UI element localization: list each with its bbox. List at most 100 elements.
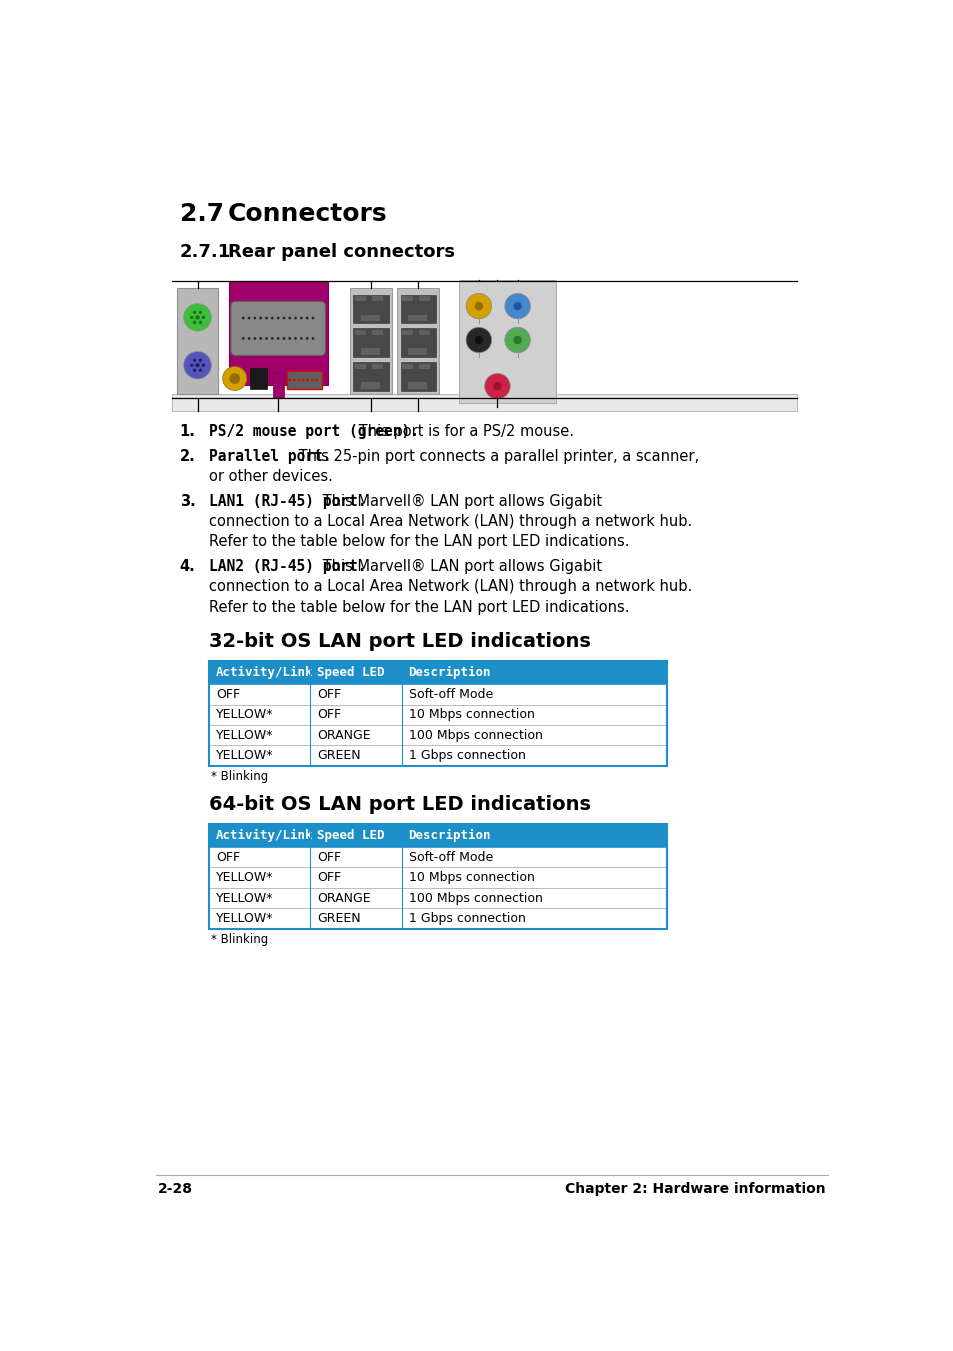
- Circle shape: [259, 316, 262, 319]
- Circle shape: [301, 378, 304, 381]
- Bar: [400, 328, 436, 357]
- Text: Chapter 2: Hardware information: Chapter 2: Hardware information: [564, 1182, 824, 1196]
- Text: connection to a Local Area Network (LAN) through a network hub.: connection to a Local Area Network (LAN)…: [209, 580, 692, 594]
- Text: OFF: OFF: [316, 851, 340, 863]
- Text: Speed LED: Speed LED: [316, 830, 384, 842]
- Circle shape: [242, 336, 244, 340]
- Circle shape: [484, 373, 510, 399]
- Bar: [372, 296, 382, 301]
- Text: Soft-off Mode: Soft-off Mode: [408, 688, 493, 701]
- Circle shape: [193, 320, 196, 324]
- Circle shape: [195, 315, 199, 320]
- Bar: [355, 296, 365, 301]
- Text: This port is for a PS/2 mouse.: This port is for a PS/2 mouse.: [354, 424, 574, 439]
- Text: Description: Description: [408, 666, 491, 680]
- Text: 100 Mbps connection: 100 Mbps connection: [408, 728, 542, 742]
- Circle shape: [198, 311, 202, 313]
- Text: ORANGE: ORANGE: [316, 892, 370, 905]
- Bar: [402, 296, 413, 301]
- Bar: [172, 394, 796, 411]
- Circle shape: [271, 336, 274, 340]
- Text: * Blinking: * Blinking: [211, 770, 268, 784]
- Text: GREEN: GREEN: [316, 912, 360, 925]
- Text: Description: Description: [408, 830, 491, 842]
- Bar: [273, 372, 283, 397]
- Text: 2.: 2.: [179, 449, 195, 463]
- Text: 3.: 3.: [179, 493, 195, 508]
- Circle shape: [265, 316, 268, 319]
- Circle shape: [183, 304, 212, 331]
- Text: YELLOW*: YELLOW*: [216, 708, 274, 721]
- Circle shape: [299, 336, 302, 340]
- Text: 4.: 4.: [179, 559, 195, 574]
- Bar: [209, 824, 666, 847]
- Bar: [229, 281, 328, 385]
- Circle shape: [282, 316, 285, 319]
- Circle shape: [198, 358, 202, 362]
- Text: 100 Mbps connection: 100 Mbps connection: [408, 892, 542, 905]
- Bar: [418, 330, 430, 335]
- Text: Connectors: Connectors: [228, 203, 387, 226]
- Bar: [250, 367, 267, 389]
- Circle shape: [288, 316, 291, 319]
- Circle shape: [229, 373, 240, 384]
- Text: YELLOW*: YELLOW*: [216, 871, 274, 884]
- Text: connection to a Local Area Network (LAN) through a network hub.: connection to a Local Area Network (LAN)…: [209, 513, 692, 530]
- Circle shape: [513, 301, 521, 311]
- Circle shape: [466, 293, 491, 319]
- Bar: [360, 315, 379, 320]
- Bar: [418, 363, 430, 369]
- Text: LAN2 (RJ-45) port.: LAN2 (RJ-45) port.: [209, 559, 366, 574]
- Circle shape: [265, 336, 268, 340]
- Bar: [360, 349, 379, 354]
- Circle shape: [201, 363, 205, 367]
- Text: Refer to the table below for the LAN port LED indications.: Refer to the table below for the LAN por…: [209, 535, 629, 550]
- Text: OFF: OFF: [316, 708, 340, 721]
- Circle shape: [276, 316, 279, 319]
- Circle shape: [183, 351, 212, 380]
- Circle shape: [271, 316, 274, 319]
- Circle shape: [294, 336, 296, 340]
- Bar: [209, 662, 666, 766]
- Circle shape: [312, 316, 314, 319]
- Bar: [397, 288, 439, 394]
- Bar: [353, 328, 389, 357]
- FancyBboxPatch shape: [231, 301, 325, 355]
- Circle shape: [294, 316, 296, 319]
- Circle shape: [504, 293, 530, 319]
- Bar: [353, 362, 389, 390]
- Circle shape: [288, 378, 291, 381]
- Circle shape: [299, 316, 302, 319]
- Text: Activity/Link: Activity/Link: [216, 830, 314, 842]
- Bar: [287, 370, 322, 389]
- Circle shape: [297, 378, 300, 381]
- Circle shape: [222, 366, 247, 390]
- Circle shape: [259, 336, 262, 340]
- Text: Speed LED: Speed LED: [316, 666, 384, 680]
- Circle shape: [288, 336, 291, 340]
- Circle shape: [195, 363, 199, 367]
- Circle shape: [193, 311, 196, 313]
- Circle shape: [282, 336, 285, 340]
- Bar: [372, 330, 382, 335]
- Circle shape: [306, 378, 309, 381]
- Circle shape: [190, 316, 193, 319]
- Bar: [400, 362, 436, 390]
- Circle shape: [201, 316, 205, 319]
- Text: This 25-pin port connects a parallel printer, a scanner,: This 25-pin port connects a parallel pri…: [294, 449, 699, 463]
- Bar: [402, 330, 413, 335]
- Text: 2.7: 2.7: [179, 203, 224, 226]
- Circle shape: [474, 301, 482, 311]
- Text: OFF: OFF: [216, 851, 240, 863]
- Text: Activity/Link: Activity/Link: [216, 666, 314, 680]
- Circle shape: [293, 378, 295, 381]
- Text: ORANGE: ORANGE: [316, 728, 370, 742]
- Circle shape: [306, 316, 308, 319]
- Text: GREEN: GREEN: [316, 748, 360, 762]
- Text: YELLOW*: YELLOW*: [216, 892, 274, 905]
- Bar: [177, 288, 217, 394]
- Text: Soft-off Mode: Soft-off Mode: [408, 851, 493, 863]
- Text: Rear panel connectors: Rear panel connectors: [228, 243, 455, 261]
- Bar: [402, 363, 413, 369]
- Circle shape: [311, 378, 314, 381]
